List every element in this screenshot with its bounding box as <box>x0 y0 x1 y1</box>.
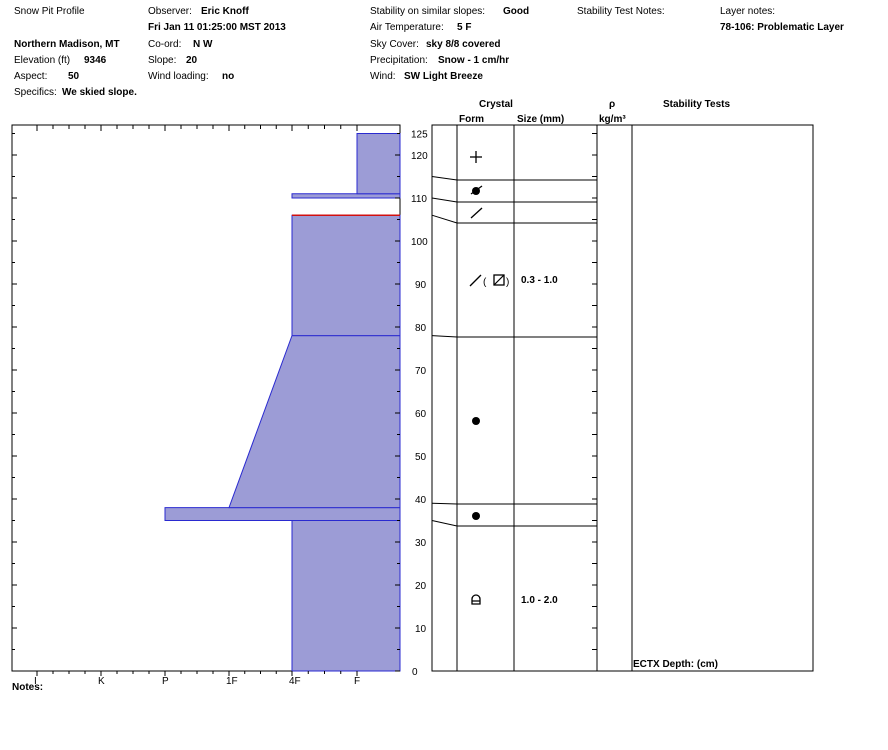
stability-value: Good <box>503 6 530 17</box>
crystal-form-icon <box>470 151 482 163</box>
hardness-tick-label: F <box>354 676 360 687</box>
depth-tick-label: 50 <box>415 452 427 463</box>
slash-icon <box>470 207 483 219</box>
page-title: Snow Pit Profile <box>14 6 85 17</box>
elevation-label: Elevation (ft) <box>14 55 71 66</box>
hardness-tick-label: P <box>162 676 169 687</box>
layer-boundary <box>431 214 597 224</box>
coord-value: N W <box>193 39 213 50</box>
ectx-depth-label: ECTX Depth: (cm) <box>633 659 718 670</box>
sky-cover-value: sky 8/8 covered <box>426 39 501 50</box>
faceted-symbol-text: ) <box>506 277 509 288</box>
precipitation-value: Snow - 1 cm/hr <box>438 55 510 66</box>
depth-tick-label: 60 <box>415 409 427 420</box>
observation-datetime: Fri Jan 11 01:25:00 MST 2013 <box>148 22 286 33</box>
hardness-tick-label: 4F <box>289 676 301 687</box>
depth-tick-label: 30 <box>415 538 427 549</box>
slash-icon <box>469 274 482 287</box>
rounded-grain-icon <box>472 512 480 520</box>
stability-label: Stability on similar slopes: <box>370 6 486 17</box>
grain-size-label: 0.3 - 1.0 <box>521 275 558 286</box>
specifics-label: Specifics: <box>14 87 57 98</box>
coord-label: Co-ord: <box>148 39 182 50</box>
aspect-label: Aspect: <box>14 71 48 82</box>
form-header: Form <box>459 114 484 125</box>
hardness-layer <box>164 507 401 521</box>
grain-size-label: 1.0 - 2.0 <box>521 595 558 606</box>
stability-test-notes-label: Stability Test Notes: <box>577 6 665 17</box>
depth-tick-label: 125 <box>411 130 428 141</box>
precipitation-label: Precipitation: <box>370 55 428 66</box>
hardness-layer <box>291 214 401 337</box>
hardness-layer <box>291 193 401 199</box>
location: Northern Madison, MT <box>14 39 120 50</box>
crystal-form-icon: () <box>469 274 509 288</box>
wind-loading-label: Wind loading: <box>148 71 209 82</box>
layer-boundary <box>431 520 597 527</box>
slope-label: Slope: <box>148 55 177 66</box>
layer-boundary <box>431 502 597 505</box>
depth-tick-label: 20 <box>415 581 427 592</box>
observer-label: Observer: <box>148 6 192 17</box>
wind-value: SW Light Breeze <box>404 71 483 82</box>
size-header: Size (mm) <box>517 114 565 125</box>
density-unit-header: kg/m³ <box>599 114 626 125</box>
layer-notes-value: 78-106: Problematic Layer <box>720 22 844 33</box>
rounded-grain-icon <box>472 417 480 425</box>
faceted-square-diagonal <box>493 274 505 286</box>
elevation-value: 9346 <box>84 55 107 66</box>
depth-hoar-icon <box>471 594 481 605</box>
depth-tick-label: 120 <box>411 151 428 162</box>
wind-label: Wind: <box>370 71 396 82</box>
hardness-tick-label: I <box>34 676 37 687</box>
air-temperature-value: 5 F <box>457 22 472 33</box>
specifics-value: We skied slope. <box>62 87 137 98</box>
observer-value: Eric Knoff <box>201 6 249 17</box>
density-header: ρ <box>609 99 616 110</box>
depth-tick-label: 100 <box>411 237 428 248</box>
wind-loading-value: no <box>222 71 235 82</box>
layer-boundary <box>431 176 597 181</box>
slope-value: 20 <box>186 55 198 66</box>
crystal-form-icon <box>470 185 483 195</box>
crystal-header: Crystal <box>479 99 513 110</box>
slash-stroke <box>470 185 483 195</box>
hardness-tick-label: 1F <box>226 676 238 687</box>
layer-boundary <box>431 197 597 203</box>
crystal-form-icon <box>472 417 480 425</box>
stratigraphy-frame <box>431 124 814 672</box>
sky-cover-label: Sky Cover: <box>370 39 419 50</box>
crystal-form-icon <box>471 594 481 605</box>
depth-tick-label: 0 <box>412 667 418 678</box>
faceted-symbol-text: ( <box>483 277 487 288</box>
depth-tick-label: 70 <box>415 366 427 377</box>
layer-notes-label: Layer notes: <box>720 6 776 17</box>
faceted-square-icon <box>493 274 505 286</box>
depth-tick-label: 90 <box>415 280 427 291</box>
crystal-form-icon <box>470 207 483 219</box>
crystal-form-icon <box>472 512 480 520</box>
depth-tick-label: 40 <box>415 495 427 506</box>
depth-tick-label: 10 <box>415 624 427 635</box>
stability-tests-header: Stability Tests <box>663 99 731 110</box>
layer-boundary <box>431 335 597 338</box>
depth-tick-label: 80 <box>415 323 427 334</box>
air-temperature-label: Air Temperature: <box>370 22 444 33</box>
hardness-layer <box>356 133 401 195</box>
aspect-value: 50 <box>68 71 80 82</box>
notes-label: Notes: <box>12 682 44 693</box>
hardness-layer <box>228 335 401 509</box>
depth-tick-label: 110 <box>411 194 427 205</box>
hardness-tick-label: K <box>98 676 105 687</box>
hardness-layer <box>291 520 401 672</box>
